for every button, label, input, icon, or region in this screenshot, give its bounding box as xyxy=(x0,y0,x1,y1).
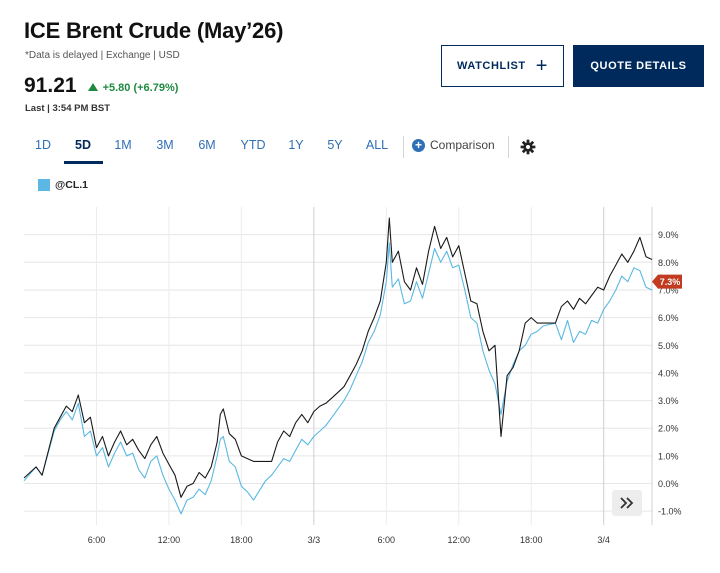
y-tick-label: 0.0% xyxy=(658,479,679,489)
tab-3m[interactable]: 3M xyxy=(156,138,174,152)
tab-ytd[interactable]: YTD xyxy=(240,138,266,152)
last-value-marker xyxy=(652,274,682,289)
chart-svg: -1.0% 0.0% 1.0% 2.0% 3.0% 4.0% 5.0% 6.0% 7.0% 8.0… xyxy=(23,207,682,545)
watchlist-button-label: WATCHLIST xyxy=(456,60,526,72)
price-change-value: +5.80 (+6.79%) xyxy=(102,82,179,94)
plus-icon: + xyxy=(535,55,549,77)
tab-divider xyxy=(508,136,509,158)
x-tick-label: 12:00 xyxy=(158,535,181,545)
page-title: ICE Brent Crude (May’26) xyxy=(24,18,284,43)
y-tick-label: 4.0% xyxy=(658,368,679,378)
data-disclaimer: *Data is delayed | Exchange | USD xyxy=(25,50,180,61)
y-tick-label: 7.0% xyxy=(658,285,679,295)
tab-divider xyxy=(403,136,404,158)
tab-1y[interactable]: 1Y xyxy=(288,138,304,152)
tab-1m[interactable]: 1M xyxy=(114,138,132,152)
x-tick-label: 3/3 xyxy=(308,535,321,545)
double-chevron-right-icon xyxy=(620,497,634,509)
y-tick-label: 8.0% xyxy=(658,258,679,268)
active-tab-indicator xyxy=(64,161,103,164)
price-change: +5.80 (+6.79%) xyxy=(87,82,179,94)
legend-swatch xyxy=(38,179,50,191)
x-tick-label: 6:00 xyxy=(88,535,106,545)
y-tick-label: 2.0% xyxy=(658,424,679,434)
tab-1d[interactable]: 1D xyxy=(35,138,51,152)
series-line-price xyxy=(23,217,653,498)
legend-label: @CL.1 xyxy=(55,179,88,191)
y-tick-label: 5.0% xyxy=(658,341,679,351)
plus-circle-icon: + xyxy=(412,138,425,152)
x-tick-label: 6:00 xyxy=(378,535,396,545)
last-value-label: 7.3% xyxy=(660,277,681,287)
watchlist-button[interactable]: WATCHLIST + xyxy=(441,45,564,87)
comparison-button[interactable]: + Comparison xyxy=(412,138,495,152)
tab-5d[interactable]: 5D xyxy=(75,138,91,152)
y-tick-label: 1.0% xyxy=(658,451,679,461)
y-tick-label: -1.0% xyxy=(658,507,682,517)
x-tick-label: 18:00 xyxy=(230,535,253,545)
tab-5y[interactable]: 5Y xyxy=(327,138,343,152)
scroll-right-button[interactable] xyxy=(612,490,642,516)
tab-6m[interactable]: 6M xyxy=(198,138,216,152)
x-tick-label: 3/4 xyxy=(597,535,610,545)
triangle-up-icon xyxy=(87,83,98,91)
y-tick-label: 3.0% xyxy=(658,396,679,406)
last-price: 91.21 xyxy=(24,74,77,97)
price-row: 91.21 +5.80 (+6.79%) xyxy=(24,74,178,98)
price-chart[interactable]: -1.0% 0.0% 1.0% 2.0% 3.0% 4.0% 5.0% 6.0% 7.0% 8.0… xyxy=(0,205,720,573)
y-tick-label: 9.0% xyxy=(658,230,679,240)
y-tick-label: 6.0% xyxy=(658,313,679,323)
x-tick-label: 18:00 xyxy=(520,535,543,545)
series-line-comparison xyxy=(23,242,653,515)
gear-icon[interactable] xyxy=(520,139,536,160)
x-tick-label: 12:00 xyxy=(448,535,471,545)
comparison-label: Comparison xyxy=(430,138,495,152)
quote-details-button[interactable]: QUOTE DETAILS xyxy=(573,45,704,87)
tab-all[interactable]: ALL xyxy=(365,138,389,152)
chart-legend: @CL.1 xyxy=(38,179,88,191)
last-updated: Last | 3:54 PM BST xyxy=(25,103,111,114)
